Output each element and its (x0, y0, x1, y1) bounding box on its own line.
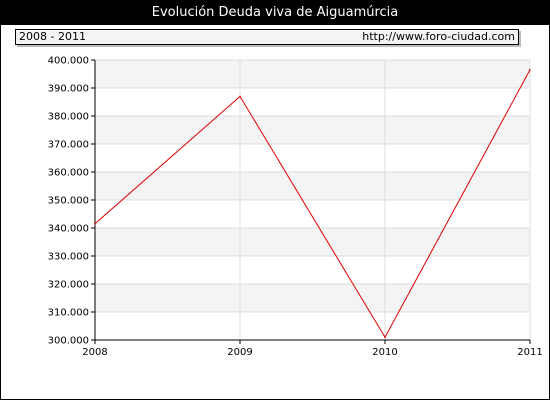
plot-band (95, 116, 530, 144)
x-tick-label: 2010 (372, 347, 397, 358)
plot-band (95, 172, 530, 200)
plot-band (95, 284, 530, 312)
y-tick-label: 360.000 (48, 168, 89, 179)
y-tick-label: 370.000 (48, 140, 89, 151)
series-line (94, 69, 531, 339)
y-tick-label: 390.000 (48, 84, 89, 95)
y-tick-label: 330.000 (48, 252, 89, 263)
y-tick-label: 380.000 (48, 112, 89, 123)
y-tick-label: 400.000 (48, 56, 89, 67)
y-tick-label: 300.000 (48, 336, 89, 347)
source-url: http://www.foro-ciudad.com (362, 30, 515, 43)
x-tick-label: 2009 (227, 347, 252, 358)
y-tick-label: 310.000 (48, 308, 89, 319)
subtitle-bar: 2008 - 2011 http://www.foro-ciudad.com (15, 29, 519, 45)
y-tick-label: 340.000 (48, 224, 89, 235)
x-tick-label: 2008 (82, 347, 107, 358)
data-point (239, 95, 241, 98)
plot-band (95, 228, 530, 256)
y-tick-label: 320.000 (48, 280, 89, 291)
data-point (384, 336, 386, 339)
data-point (94, 223, 96, 225)
data-point (529, 69, 531, 71)
plot-band (95, 60, 530, 88)
y-tick-label: 350.000 (48, 196, 89, 207)
chart-title: Evolución Deuda viva de Aiguamúrcia (1, 1, 549, 25)
x-tick-label: 2011 (517, 347, 542, 358)
period-label: 2008 - 2011 (19, 30, 86, 43)
